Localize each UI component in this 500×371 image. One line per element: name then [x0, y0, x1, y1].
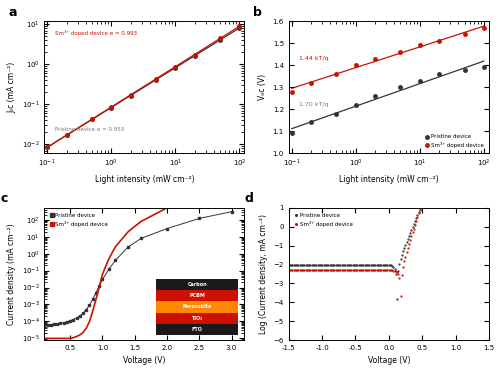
- Line: Pristine device: Pristine device: [288, 188, 490, 300]
- Sm³⁺ doped device: [398, 294, 404, 299]
- Pristine device: [394, 296, 400, 301]
- Y-axis label: Jₛᴄ (mA cm⁻²): Jₛᴄ (mA cm⁻²): [7, 62, 16, 113]
- Sm³⁺ doped device: [286, 268, 292, 273]
- Legend: Pristine device, Sm³⁺ doped device: Pristine device, Sm³⁺ doped device: [292, 211, 355, 229]
- Sm³⁺ doped device: [424, 187, 430, 191]
- Text: Pristine device α = 0.953: Pristine device α = 0.953: [54, 127, 124, 132]
- X-axis label: Voltage (V): Voltage (V): [368, 357, 410, 365]
- Legend: Pristine device, Sm³⁺ doped device: Pristine device, Sm³⁺ doped device: [422, 132, 486, 151]
- X-axis label: Voltage (V): Voltage (V): [123, 357, 166, 365]
- Text: a: a: [8, 6, 17, 19]
- Pristine device: [286, 263, 292, 267]
- Sm³⁺ doped device: [418, 203, 424, 208]
- Sm³⁺ doped device: [486, 187, 492, 191]
- Pristine device: [486, 187, 492, 191]
- Text: b: b: [252, 6, 262, 19]
- Pristine device: [426, 187, 432, 191]
- Sm³⁺ doped device: [314, 268, 320, 273]
- Y-axis label: Log (Current density, mA cm⁻²): Log (Current density, mA cm⁻²): [259, 214, 268, 334]
- Pristine device: [312, 263, 318, 267]
- Pristine device: [356, 263, 362, 267]
- Sm³⁺ doped device: [388, 268, 394, 273]
- Sm³⁺ doped device: [312, 268, 318, 273]
- Text: Sm³⁺ doped device α = 0.993: Sm³⁺ doped device α = 0.993: [54, 30, 136, 36]
- Text: d: d: [244, 192, 254, 205]
- Sm³⁺ doped device: [356, 268, 362, 273]
- Pristine device: [314, 263, 320, 267]
- Pristine device: [388, 263, 394, 267]
- Legend: Pristine device, Sm³⁺ doped device: Pristine device, Sm³⁺ doped device: [47, 211, 110, 229]
- X-axis label: Light intensity (mW cm⁻²): Light intensity (mW cm⁻²): [94, 175, 194, 184]
- Text: c: c: [0, 192, 7, 205]
- Text: 1.70 kT/q: 1.70 kT/q: [299, 102, 328, 107]
- Sm³⁺ doped device: [386, 268, 392, 272]
- Line: Sm³⁺ doped device: Sm³⁺ doped device: [288, 188, 490, 297]
- Pristine device: [418, 204, 424, 209]
- X-axis label: Light intensity (mW cm⁻²): Light intensity (mW cm⁻²): [339, 175, 438, 184]
- Pristine device: [386, 262, 392, 267]
- Text: 1.44 kT/q: 1.44 kT/q: [299, 56, 328, 61]
- Y-axis label: Current density (mA cm⁻²): Current density (mA cm⁻²): [7, 223, 16, 325]
- Y-axis label: Vₒᴄ (V): Vₒᴄ (V): [258, 74, 267, 100]
